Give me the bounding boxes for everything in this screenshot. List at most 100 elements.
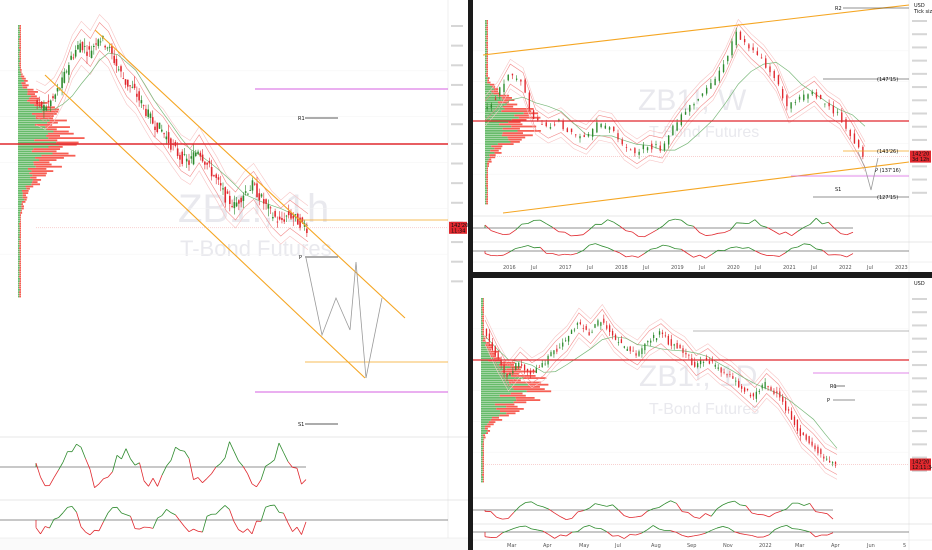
- profile-bar-down: [19, 29, 21, 32]
- candle-body: [81, 41, 84, 51]
- profile-bar-up: [18, 99, 28, 102]
- bottom-right-chart-svg[interactable]: ZB1!, 1D T-Bond Futures 142'2012:11:34R1…: [473, 278, 932, 550]
- candle-body: [743, 39, 746, 43]
- candle-body: [494, 98, 497, 100]
- time-axis-label: Jul: [586, 265, 593, 271]
- oscillator-segment: [542, 530, 550, 535]
- candle-body: [600, 123, 602, 128]
- oscillator-segment: [734, 500, 741, 506]
- profile-bar-down: [482, 317, 484, 320]
- bottom-right-chart-pane[interactable]: ZB1!, 1D T-Bond Futures 142'2012:11:34R1…: [473, 278, 932, 550]
- oscillator-segment: [760, 253, 768, 256]
- profile-bar-down: [49, 119, 67, 122]
- profile-bar-up: [485, 182, 487, 185]
- top-right-chart-pane[interactable]: ZB1!, W T-Bond Futures 142'20 3d 12h R2 (14…: [473, 0, 932, 272]
- candle-body: [756, 51, 759, 55]
- oscillator-segment: [635, 532, 642, 536]
- profile-bar-down: [485, 432, 488, 434]
- oscillator-segment: [809, 244, 817, 250]
- profile-bar-up: [18, 214, 20, 216]
- profile-bar-down: [42, 110, 59, 113]
- candle-body: [518, 362, 520, 367]
- profile-bar-down: [48, 137, 85, 139]
- price-axis-tick-label: [451, 162, 463, 165]
- profile-bar-up: [481, 469, 483, 472]
- horizontal-divider[interactable]: [473, 272, 932, 278]
- oscillator-segment: [742, 247, 749, 249]
- oscillator-segment: [798, 528, 805, 531]
- oscillator-pane: [473, 241, 932, 259]
- candle-body: [274, 211, 276, 217]
- oscillator-segment: [503, 251, 510, 256]
- profile-bar-down: [487, 430, 491, 432]
- profile-bar-up: [485, 105, 503, 108]
- oscillator-segment: [58, 462, 64, 471]
- envelope-line: [484, 303, 838, 450]
- oscillator-segment: [728, 500, 735, 503]
- profile-bar-up: [481, 317, 483, 320]
- profile-bar-up: [18, 126, 46, 128]
- oscillator-segment: [301, 521, 307, 535]
- oscillator-segment: [822, 249, 829, 256]
- left-chart-pane[interactable]: ZB1!, 1h T-Bond Futures 142'20 11:34 R1 S1 P: [0, 0, 468, 550]
- profile-bar-up: [18, 132, 48, 135]
- profile-bar-down: [19, 253, 21, 256]
- candle-body: [849, 130, 851, 137]
- profile-bar-up: [18, 291, 20, 293]
- candle-body: [764, 381, 766, 389]
- profile-bar-down: [482, 434, 486, 437]
- profile-bar-down: [486, 20, 488, 22]
- candle-body: [776, 391, 778, 394]
- profile-bar-down: [20, 31, 21, 34]
- oscillator-segment: [705, 513, 712, 517]
- profile-bar-down: [523, 377, 547, 379]
- profile-bar-up: [481, 478, 484, 481]
- candle-body: [106, 47, 109, 49]
- candle-body: [587, 133, 590, 137]
- profile-bar-down: [33, 148, 61, 150]
- price-axis-tick-label: [451, 25, 463, 27]
- profile-bar-down: [486, 178, 488, 181]
- profile-bar-up: [485, 55, 487, 57]
- profile-bar-up: [18, 31, 21, 34]
- oscillator-segment: [166, 460, 172, 467]
- candle-body: [741, 386, 743, 389]
- time-axis-label: Jul: [530, 265, 537, 271]
- candle-body: [815, 92, 818, 98]
- candle-body: [240, 197, 242, 203]
- price-axis-tick-label: [912, 350, 927, 353]
- price-axis-tick-label: [912, 298, 927, 300]
- candle-body: [537, 118, 539, 121]
- candle-body: [70, 55, 72, 60]
- oscillator-segment: [139, 462, 145, 481]
- profile-bar-up: [485, 72, 487, 75]
- profile-bar-down: [33, 161, 50, 164]
- profile-bar-up: [18, 130, 54, 133]
- oscillator-segment: [134, 462, 140, 466]
- time-axis-label: 2019: [671, 265, 684, 271]
- oscillator-segment: [740, 533, 747, 536]
- profile-bar-up: [18, 36, 20, 38]
- oscillator-segment: [546, 223, 553, 228]
- profile-bar-down: [503, 99, 515, 101]
- candle-body: [567, 335, 570, 342]
- vertical-divider[interactable]: [468, 0, 473, 550]
- oscillator-segment: [184, 526, 190, 532]
- time-axis-label: 2017: [559, 265, 572, 271]
- oscillator-segment: [711, 249, 719, 255]
- profile-bar-up: [481, 447, 484, 450]
- profile-bar-down: [486, 176, 488, 178]
- time-axis-label: Jul: [698, 265, 705, 271]
- profile-bar-down: [21, 73, 23, 76]
- profile-bar-up: [481, 456, 483, 459]
- profile-bar-down: [21, 77, 26, 80]
- profile-bar-up: [18, 154, 42, 157]
- profile-bar-up: [485, 149, 491, 152]
- candle-body: [705, 357, 708, 360]
- profile-bar-down: [19, 262, 21, 265]
- oscillator-segment: [670, 530, 677, 533]
- candle-body: [145, 108, 147, 116]
- oscillator-segment: [566, 517, 573, 520]
